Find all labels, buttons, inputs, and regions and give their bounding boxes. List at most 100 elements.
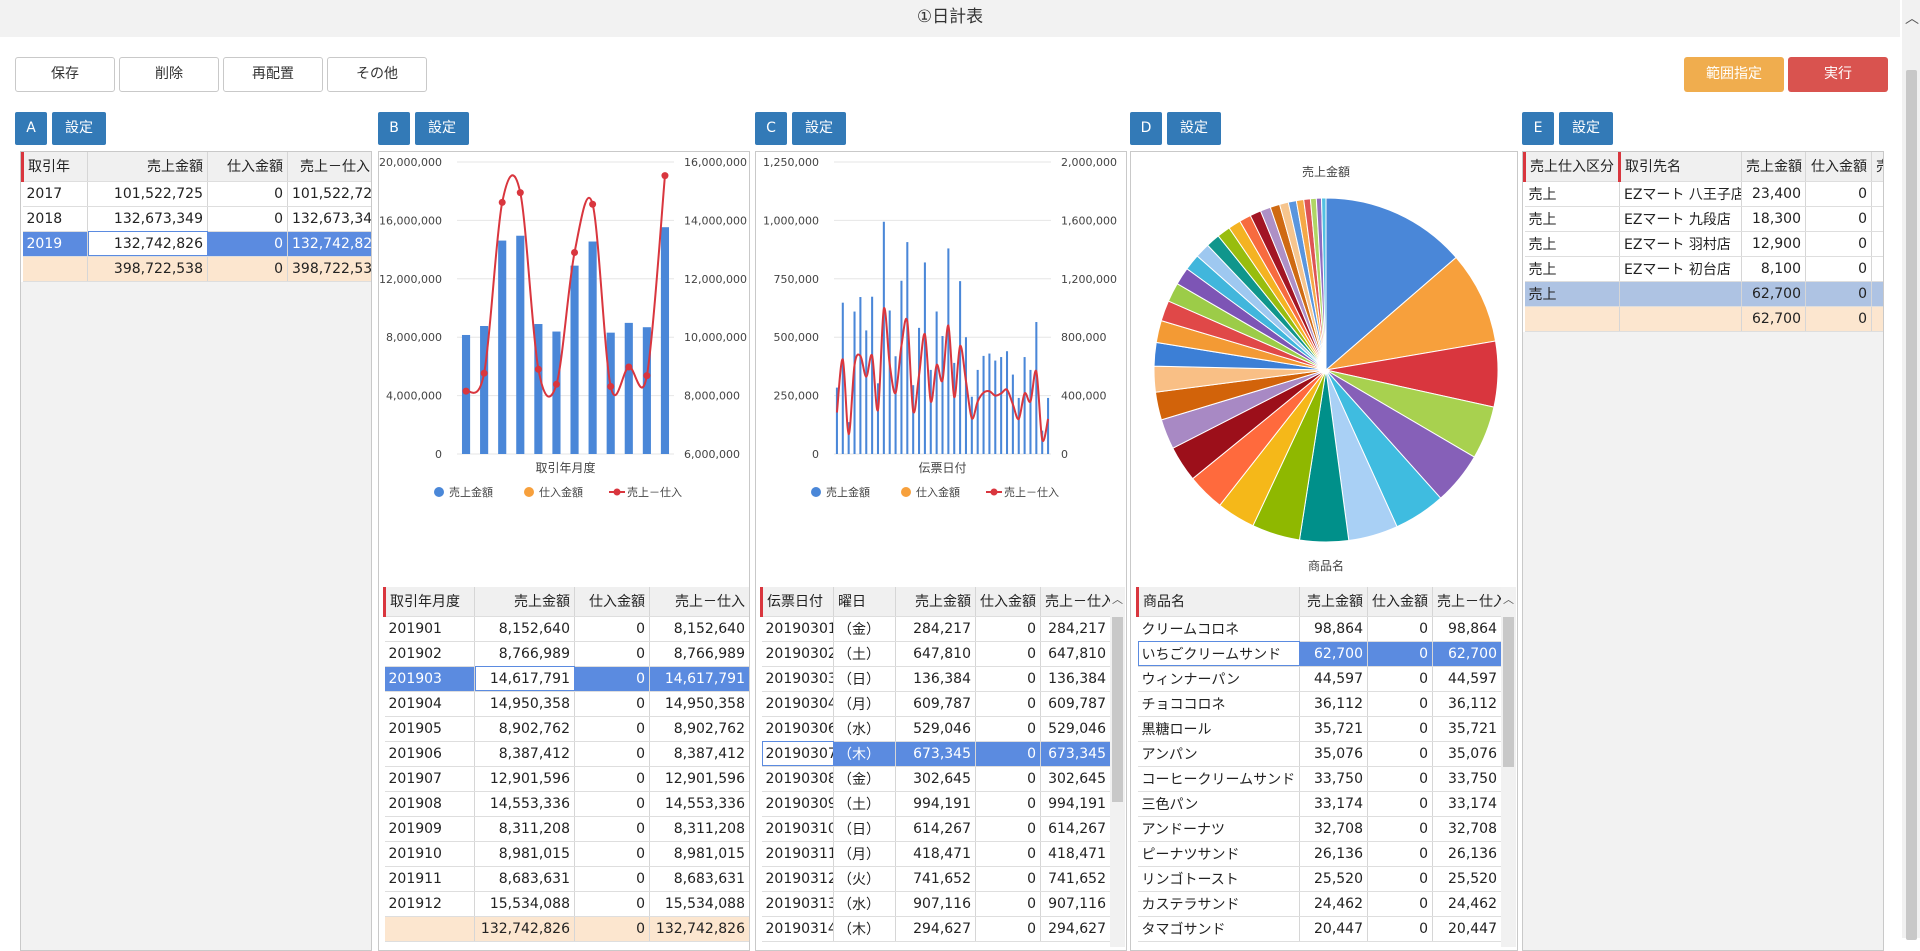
cell[interactable]: 33,750: [1432, 766, 1502, 792]
table-row[interactable]: 20190313 （水） 907,116 0 907,116: [761, 891, 1111, 917]
cell[interactable]: 0: [1367, 916, 1433, 942]
cell[interactable]: 8,152,640: [649, 616, 749, 642]
cell[interactable]: 907,116: [1040, 891, 1111, 917]
cell[interactable]: 0: [975, 691, 1041, 717]
panel-d-settings-button[interactable]: 設定: [1167, 112, 1221, 145]
col-header-diff[interactable]: 売上－仕入: [1432, 587, 1502, 617]
cell[interactable]: 32,708: [1432, 816, 1502, 842]
cell[interactable]: 0: [574, 691, 650, 717]
cell[interactable]: EZマート 初台店: [1619, 256, 1742, 282]
cell[interactable]: 741,652: [895, 866, 976, 892]
col-header-product[interactable]: 商品名: [1136, 587, 1300, 617]
table-row[interactable]: カステラサンド 24,462 0 24,462: [1137, 891, 1502, 917]
cell[interactable]: 673,345: [895, 741, 976, 767]
col-header-purchase[interactable]: 仕入金額: [1805, 152, 1872, 182]
cell[interactable]: 25,520: [1299, 866, 1368, 892]
cell[interactable]: 0: [574, 716, 650, 742]
cell[interactable]: 62,700: [1432, 641, 1502, 667]
cell[interactable]: 売上: [1524, 206, 1620, 232]
cell[interactable]: 201904: [384, 691, 475, 717]
cell[interactable]: 14,950,358: [649, 691, 749, 717]
table-row[interactable]: 売上 EZマート 初台店 8,100 0: [1524, 256, 1883, 282]
cell[interactable]: 62,700: [1299, 641, 1368, 667]
col-header-purchase[interactable]: 仕入金額: [574, 587, 650, 617]
chevron-up-icon[interactable]: ︿: [1112, 593, 1123, 606]
cell[interactable]: （木）: [833, 741, 896, 767]
cell[interactable]: 0: [1805, 256, 1872, 282]
cell[interactable]: 201902: [384, 641, 475, 667]
table-c-scrollbar[interactable]: ︿: [1110, 587, 1125, 947]
table-row[interactable]: 20190301 （金） 284,217 0 284,217: [761, 616, 1111, 642]
cell[interactable]: 黒糖ロール: [1137, 716, 1300, 742]
cell[interactable]: 132,742,826: [87, 231, 208, 257]
cell[interactable]: 8,683,631: [474, 866, 575, 892]
cell[interactable]: 609,787: [895, 691, 976, 717]
table-row[interactable]: 売上 EZマート 羽村店 12,900 0: [1524, 231, 1883, 257]
table-row[interactable]: 201906 8,387,412 0 8,387,412: [384, 741, 749, 767]
col-header-diff[interactable]: 売上－仕入: [1040, 587, 1111, 617]
cell[interactable]: [1871, 231, 1883, 257]
cell[interactable]: 0: [574, 641, 650, 667]
cell[interactable]: 201912: [384, 891, 475, 917]
cell[interactable]: 26,136: [1432, 841, 1502, 867]
cell[interactable]: （水）: [833, 891, 896, 917]
cell[interactable]: 0: [975, 791, 1041, 817]
cell[interactable]: 売上: [1524, 256, 1620, 282]
cell[interactable]: [1871, 206, 1883, 232]
cell[interactable]: 20190308: [761, 766, 834, 792]
cell[interactable]: 201909: [384, 816, 475, 842]
cell[interactable]: 0: [975, 866, 1041, 892]
table-row[interactable]: 売上 EZマート 八王子店 23,400 0: [1524, 181, 1883, 207]
table-row[interactable]: 三色パン 33,174 0 33,174: [1137, 791, 1502, 817]
table-row[interactable]: コーヒークリームサンド 33,750 0 33,750: [1137, 766, 1502, 792]
col-header-purchase[interactable]: 仕入金額: [207, 152, 288, 182]
cell[interactable]: 0: [1367, 716, 1433, 742]
cell[interactable]: 8,766,989: [474, 641, 575, 667]
cell[interactable]: 0: [207, 181, 288, 207]
table-row[interactable]: 201903 14,617,791 0 14,617,791: [384, 666, 749, 692]
cell[interactable]: 132,742,826: [287, 231, 371, 257]
cell[interactable]: 8,100: [1741, 256, 1806, 282]
cell[interactable]: 33,750: [1299, 766, 1368, 792]
cell[interactable]: [1871, 281, 1883, 307]
col-header-month[interactable]: 取引年月度: [383, 587, 475, 617]
cell[interactable]: 20190311: [761, 841, 834, 867]
table-row[interactable]: 201904 14,950,358 0 14,950,358: [384, 691, 749, 717]
cell[interactable]: 44,597: [1432, 666, 1502, 692]
cell[interactable]: 35,721: [1432, 716, 1502, 742]
cell[interactable]: 8,311,208: [649, 816, 749, 842]
cell[interactable]: EZマート 羽村店: [1619, 231, 1742, 257]
cell[interactable]: 20190309: [761, 791, 834, 817]
cell[interactable]: 647,810: [1040, 641, 1111, 667]
cell[interactable]: （木）: [833, 916, 896, 942]
cell[interactable]: 0: [975, 891, 1041, 917]
cell[interactable]: 8,902,762: [474, 716, 575, 742]
scroll-up-icon[interactable]: ︿: [1905, 11, 1919, 27]
cell[interactable]: 0: [207, 231, 288, 257]
cell[interactable]: 201907: [384, 766, 475, 792]
cell[interactable]: 0: [1367, 641, 1433, 667]
table-row[interactable]: 201912 15,534,088 0 15,534,088: [384, 891, 749, 917]
scrollbar-thumb[interactable]: [1503, 617, 1514, 767]
cell[interactable]: 0: [1367, 891, 1433, 917]
table-row[interactable]: いちごクリームサンド 62,700 0 62,700: [1137, 641, 1502, 667]
range-button[interactable]: 範囲指定: [1684, 57, 1784, 92]
cell[interactable]: 8,683,631: [649, 866, 749, 892]
table-row[interactable]: 20190311 （月） 418,471 0 418,471: [761, 841, 1111, 867]
cell[interactable]: 35,076: [1432, 741, 1502, 767]
cell[interactable]: 0: [1805, 281, 1872, 307]
cell[interactable]: 32,708: [1299, 816, 1368, 842]
cell[interactable]: 0: [574, 816, 650, 842]
col-header-date[interactable]: 伝票日付: [760, 587, 834, 617]
cell[interactable]: 0: [574, 841, 650, 867]
table-row[interactable]: 売上 EZマート 九段店 18,300 0: [1524, 206, 1883, 232]
cell[interactable]: 418,471: [895, 841, 976, 867]
cell[interactable]: 14,617,791: [649, 666, 749, 692]
col-header-weekday[interactable]: 曜日: [833, 587, 896, 617]
cell[interactable]: 201906: [384, 741, 475, 767]
cell[interactable]: [1871, 256, 1883, 282]
cell[interactable]: 132,673,349: [87, 206, 208, 232]
table-row[interactable]: 201901 8,152,640 0 8,152,640: [384, 616, 749, 642]
cell[interactable]: 20190312: [761, 866, 834, 892]
